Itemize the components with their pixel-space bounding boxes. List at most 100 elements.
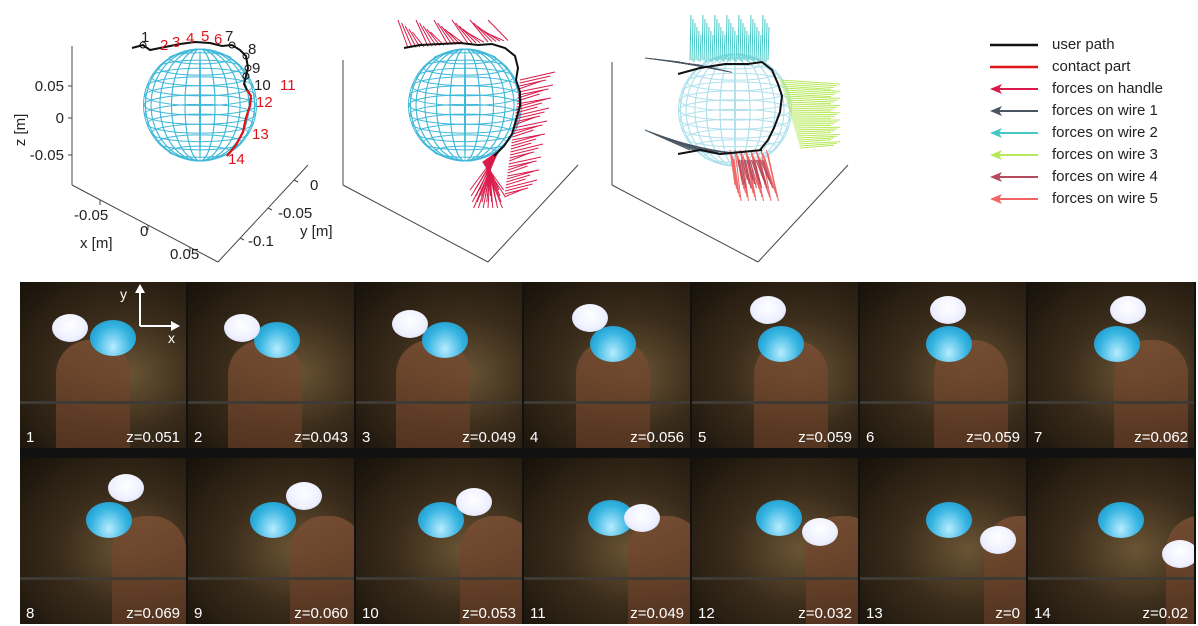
frame-number: 13: [866, 605, 883, 622]
handle-ellipse: [802, 518, 838, 546]
arrow-icon: [990, 194, 1038, 204]
arrow-icon: [990, 84, 1038, 94]
photo-frame: 9 z=0.060: [188, 458, 354, 624]
z-tick-3: -0.05: [30, 147, 64, 164]
legend-label: forces on wire 1: [1052, 102, 1158, 119]
device-ellipse: [756, 500, 802, 536]
table-edge: [860, 577, 1026, 580]
table-edge: [1028, 577, 1194, 580]
path-label-8: 8: [248, 41, 256, 58]
legend-item-forces-wire-2: forces on wire 2: [990, 122, 1195, 144]
legend-swatch-user-path: [990, 43, 1038, 47]
user-path-3: [677, 60, 784, 151]
legend-label: forces on wire 4: [1052, 168, 1158, 185]
legend-label: contact part: [1052, 58, 1131, 75]
path-label-7: 7: [225, 28, 233, 45]
handle-ellipse: [108, 474, 144, 502]
table-edge: [1028, 401, 1194, 404]
path-label-14: 14: [228, 151, 245, 168]
legend-label: user path: [1052, 36, 1115, 53]
frame-z-value: z=0.049: [462, 429, 516, 446]
photo-frame: 2 z=0.043: [188, 282, 354, 448]
y-tick-2: -0.05: [278, 205, 312, 222]
y-tick-3: -0.1: [248, 233, 274, 250]
handle-ellipse: [224, 314, 260, 342]
frame-z-value: z=0.051: [126, 429, 180, 446]
device-ellipse: [86, 502, 132, 538]
legend-item-user-path: user path: [990, 34, 1195, 56]
path-label-11: 11: [280, 77, 296, 94]
photo-frame: 3 z=0.049: [356, 282, 522, 448]
table-edge: [524, 577, 690, 580]
frame-number: 1: [26, 429, 35, 446]
handle-force-arrows: [397, 19, 556, 209]
plot-1: 1 2 3 4 5 6 7 8 9 10 11 12 13 14 z [m] 0…: [12, 28, 333, 263]
device-ellipse: [926, 502, 972, 538]
device-ellipse: [90, 320, 136, 356]
device-ellipse: [422, 322, 468, 358]
table-edge: [356, 401, 522, 404]
legend-item-contact-part: contact part: [990, 56, 1195, 78]
frame-number: 11: [530, 605, 546, 622]
photo-frame: 8 z=0.069: [20, 458, 186, 624]
z-axis-label: z [m]: [12, 114, 29, 147]
handle-ellipse: [930, 296, 966, 324]
handle-ellipse: [286, 482, 322, 510]
path-label-2: 2: [160, 37, 168, 54]
plot-2: [342, 19, 579, 263]
device-ellipse: [418, 502, 464, 538]
user-arm: [460, 516, 522, 624]
photo-frame: 5 z=0.059: [692, 282, 858, 448]
device-ellipse: [926, 326, 972, 362]
legend-item-forces-wire-3: forces on wire 3: [990, 144, 1195, 166]
arrow-icon: [990, 106, 1038, 116]
frame-number: 7: [1034, 429, 1043, 446]
sphere-wireframe-2: [408, 48, 522, 162]
frame-z-value: z=0.059: [798, 429, 852, 446]
user-arm: [1166, 516, 1194, 624]
table-edge: [20, 577, 186, 580]
path-label-6: 6: [214, 31, 222, 48]
photo-frame: 10 z=0.053: [356, 458, 522, 624]
table-edge: [860, 401, 1026, 404]
path-label-1: 1: [141, 29, 149, 46]
handle-ellipse: [1162, 540, 1194, 568]
path-label-13: 13: [252, 126, 269, 143]
frame-z-value: z=0.032: [798, 605, 852, 622]
wire-force-arrows: [644, 14, 841, 202]
frame-z-value: z=0.060: [294, 605, 348, 622]
x-axis-label: x [m]: [80, 235, 113, 252]
table-edge: [356, 577, 522, 580]
z-tick-2: 0: [56, 110, 64, 127]
path-label-12: 12: [256, 94, 273, 111]
user-arm: [112, 516, 186, 624]
handle-ellipse: [624, 504, 660, 532]
path-label-5: 5: [201, 28, 209, 45]
frame-number: 9: [194, 605, 203, 622]
device-ellipse: [590, 326, 636, 362]
user-arm: [396, 340, 470, 448]
handle-ellipse: [572, 304, 608, 332]
device-ellipse: [254, 322, 300, 358]
table-edge: [20, 401, 186, 404]
user-arm: [228, 340, 302, 448]
legend-item-forces-handle: forces on handle: [990, 78, 1195, 100]
path-label-3: 3: [172, 34, 180, 51]
xy-axes-icon: [135, 284, 180, 331]
table-edge: [692, 577, 858, 580]
table-edge: [188, 577, 354, 580]
device-ellipse: [250, 502, 296, 538]
handle-ellipse: [980, 526, 1016, 554]
table-edge: [188, 401, 354, 404]
user-path-2: [403, 41, 521, 157]
frame-number: 12: [698, 605, 715, 622]
frame-z-value: z=0.043: [294, 429, 348, 446]
table-edge: [692, 401, 858, 404]
photo-frame: 1 z=0.051 y x: [20, 282, 186, 448]
y-tick-1: 0: [310, 177, 318, 194]
photo-frame: 7 z=0.062: [1028, 282, 1194, 448]
frame-z-value: z=0.062: [1134, 429, 1188, 446]
device-ellipse: [758, 326, 804, 362]
user-arm: [290, 516, 354, 624]
photo-frame: 4 z=0.056: [524, 282, 690, 448]
